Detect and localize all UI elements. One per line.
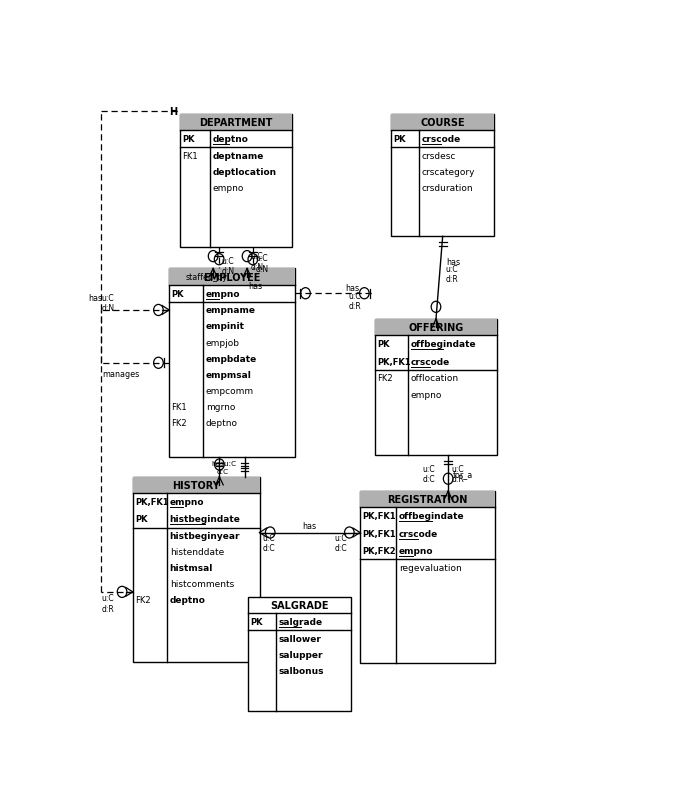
Text: empbdate: empbdate [206, 354, 257, 363]
Text: empno: empno [206, 290, 240, 298]
Text: PK: PK [393, 135, 406, 144]
Text: PK,FK1: PK,FK1 [377, 357, 411, 367]
Text: DEPARTMENT: DEPARTMENT [199, 118, 273, 128]
Text: PK: PK [250, 618, 263, 626]
Text: deptno: deptno [170, 596, 206, 605]
Text: crscode: crscode [411, 357, 450, 367]
Bar [375, 320, 497, 336]
Text: u:C
d:R: u:C d:R [446, 265, 459, 284]
Bar [180, 115, 292, 131]
Text: u:C
d:C: u:C d:C [422, 464, 435, 484]
Text: EMPLOYEE: EMPLOYEE [204, 272, 261, 282]
Text: d:C: d:C [217, 468, 229, 474]
Text: offbegindate: offbegindate [411, 340, 476, 349]
Text: FK1: FK1 [182, 152, 197, 160]
Text: salgrade: salgrade [279, 618, 323, 626]
Text: u:C
d:R: u:C d:R [348, 292, 361, 311]
Text: has: has [88, 294, 102, 302]
Text: PK,FK1: PK,FK1 [135, 497, 168, 506]
Text: SALGRADE: SALGRADE [270, 600, 329, 610]
Text: histenddate: histenddate [170, 548, 224, 557]
Text: u:C
d:N: u:C d:N [221, 257, 235, 276]
Text: hasu:C: hasu:C [211, 460, 237, 467]
Text: for_a: for_a [453, 469, 473, 478]
Text: PK: PK [135, 515, 148, 524]
Text: salupper: salupper [279, 650, 324, 659]
Text: HISTORY: HISTORY [172, 480, 220, 490]
Text: PK,FK1: PK,FK1 [362, 512, 396, 520]
Text: deptname: deptname [213, 152, 264, 160]
Text: FK2: FK2 [377, 374, 393, 383]
Text: PK: PK [171, 290, 184, 298]
Text: empjob: empjob [206, 338, 239, 347]
Bar [169, 269, 295, 286]
Text: u:C
d:N: u:C d:N [101, 294, 115, 313]
Bar [360, 492, 495, 663]
Text: FK2: FK2 [171, 419, 187, 427]
Bar [375, 320, 497, 456]
Text: PK: PK [377, 340, 390, 349]
Text: has: has [446, 257, 460, 266]
Text: PK,FK1: PK,FK1 [362, 529, 396, 538]
Text: FK1: FK1 [171, 403, 187, 411]
Text: empno: empno [399, 546, 433, 555]
Text: empno: empno [213, 184, 244, 192]
Text: deptno: deptno [206, 419, 238, 427]
Text: FK2: FK2 [135, 596, 150, 605]
Text: REGISTRATION: REGISTRATION [387, 495, 468, 504]
Bar [132, 477, 259, 493]
Bar [180, 115, 292, 248]
Text: histbeginyear: histbeginyear [170, 532, 240, 541]
Text: u:C
d:N: u:C d:N [255, 254, 268, 273]
Text: empcomm: empcomm [206, 387, 254, 395]
Bar [169, 269, 295, 457]
Bar [360, 492, 495, 508]
Text: empno: empno [170, 497, 204, 506]
Text: staffed_by: staffed_by [186, 273, 228, 282]
Text: sallower: sallower [279, 634, 322, 643]
Bar [391, 115, 494, 131]
Text: offlocation: offlocation [411, 374, 459, 383]
Text: deptno: deptno [213, 135, 248, 144]
Text: mgrno: mgrno [206, 403, 235, 411]
Text: OFFERING: OFFERING [408, 323, 464, 333]
Text: histbegindate: histbegindate [170, 515, 241, 524]
Text: H: H [170, 107, 178, 116]
Bar [132, 477, 259, 662]
Text: COURSE: COURSE [420, 118, 465, 128]
Text: crscode: crscode [399, 529, 438, 538]
Text: u:C
d:C: u:C d:C [262, 533, 275, 553]
Text: PK,FK2: PK,FK2 [362, 546, 396, 555]
Text: histcomments: histcomments [170, 580, 234, 589]
Text: empinit: empinit [206, 322, 245, 331]
Text: u:C
d:R: u:C d:R [101, 593, 115, 613]
Text: offbegindate: offbegindate [399, 512, 465, 520]
Text: u:C
d:C: u:C d:C [335, 533, 347, 553]
Text: crscategory: crscategory [422, 168, 475, 176]
Text: u:C
d:N: u:C d:N [250, 252, 264, 271]
Text: crsduration: crsduration [422, 184, 473, 192]
Text: empno: empno [411, 390, 442, 399]
Bar [248, 597, 351, 711]
Text: has: has [346, 283, 359, 292]
Text: deptlocation: deptlocation [213, 168, 277, 176]
Text: has: has [303, 521, 317, 530]
Bar [391, 115, 494, 237]
Text: regevaluation: regevaluation [399, 563, 462, 572]
Text: u:C
d:R: u:C d:R [451, 464, 464, 484]
Text: salbonus: salbonus [279, 666, 324, 675]
Text: empname: empname [206, 306, 256, 315]
Text: empmsal: empmsal [206, 371, 252, 379]
Text: histmsal: histmsal [170, 564, 213, 573]
Text: has: has [248, 282, 263, 290]
Text: manages: manages [101, 370, 139, 379]
Text: crsdesc: crsdesc [422, 152, 456, 160]
Text: PK: PK [182, 135, 195, 144]
Text: crscode: crscode [422, 135, 461, 144]
